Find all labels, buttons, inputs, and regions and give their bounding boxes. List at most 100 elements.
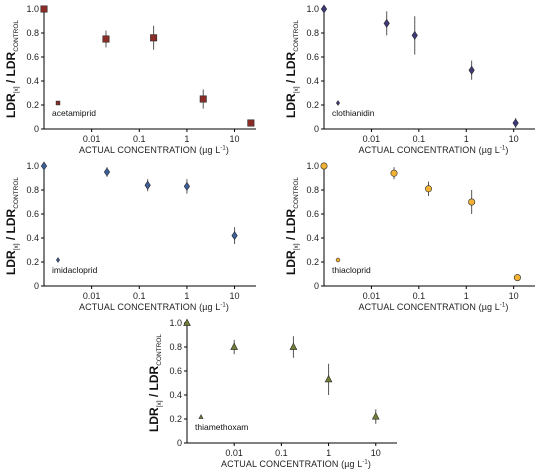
- x-axis-label-main: ACTUAL CONCENTRATION (: [359, 302, 482, 312]
- data-point: [425, 185, 433, 193]
- y-tick-label: 0.6: [26, 209, 39, 219]
- y-axis-label-main: LDR: [4, 250, 18, 275]
- y-tick-label: 0.2: [169, 414, 182, 424]
- legend-label: acetamiprid: [52, 108, 96, 118]
- x-tick-label: 0.1: [413, 291, 426, 301]
- data-point: [324, 374, 333, 383]
- y-axis-label-sub-control: CONTROL: [293, 20, 300, 52]
- x-axis-label-exponent: -1: [220, 303, 226, 309]
- x-tick-label: 10: [509, 291, 519, 301]
- data-point: [183, 181, 191, 191]
- data-point: [512, 118, 519, 128]
- y-axis-label-divider: / LDR: [4, 51, 18, 86]
- x-tick-label: 0.1: [133, 134, 146, 144]
- data-point: [320, 4, 328, 14]
- data-point: [40, 5, 48, 13]
- x-tick-label: 0.01: [83, 291, 101, 301]
- data-point: [247, 119, 255, 127]
- x-axis-label-unit: µg L: [482, 302, 500, 312]
- x-axis-label-close: ): [368, 459, 371, 469]
- data-point: [468, 198, 476, 206]
- y-tick-label: 0.8: [169, 342, 182, 352]
- x-axis-label: ACTUAL CONCENTRATION (µg L-1): [359, 302, 509, 312]
- data-point: [103, 167, 111, 177]
- y-tick-label: 0.8: [26, 28, 39, 38]
- legend-marker: [335, 257, 341, 263]
- y-axis-label-main: LDR: [4, 93, 18, 118]
- data-point: [411, 30, 418, 40]
- y-tick-label: 0.4: [26, 76, 39, 86]
- legend-marker: [56, 257, 60, 263]
- x-tick-label: 0.1: [275, 448, 288, 458]
- y-axis-label-divider: / LDR: [284, 51, 298, 86]
- legend-label: clothianidin: [332, 108, 375, 118]
- legend-marker: [198, 414, 204, 419]
- data-point: [390, 169, 398, 177]
- y-axis-label-sub-control: CONTROL: [13, 177, 20, 209]
- y-axis-label-sub-x: [x]: [293, 86, 300, 93]
- y-tick-label: 0: [314, 124, 319, 134]
- x-axis-label-exponent: -1: [362, 460, 368, 466]
- x-axis-label-unit: µg L: [202, 145, 220, 155]
- y-tick-label: 0.8: [26, 185, 39, 195]
- legend-label: thiamethoxam: [195, 422, 248, 432]
- legend-label: thiacloprid: [332, 265, 371, 275]
- y-axis-label: LDR[x] / LDRCONTROL: [284, 177, 300, 275]
- y-axis-label-divider: / LDR: [4, 208, 18, 243]
- y-axis-label: LDR[x] / LDRCONTROL: [4, 177, 20, 275]
- y-tick-label: 0: [34, 124, 39, 134]
- y-tick-label: 0.6: [306, 209, 319, 219]
- legend-marker: [55, 100, 61, 106]
- data-point: [199, 95, 207, 103]
- data-point: [102, 35, 110, 43]
- x-axis-label-exponent: -1: [500, 146, 506, 152]
- x-axis-label-main: ACTUAL CONCENTRATION (: [79, 145, 202, 155]
- x-tick-label: 10: [371, 448, 381, 458]
- x-axis-label-close: ): [226, 145, 229, 155]
- x-axis-label: ACTUAL CONCENTRATION (µg L-1): [221, 459, 371, 469]
- x-axis-label-main: ACTUAL CONCENTRATION (: [221, 459, 344, 469]
- y-tick-label: 0.8: [306, 28, 319, 38]
- data-point: [383, 18, 390, 28]
- data-point: [150, 34, 158, 42]
- x-tick-label: 10: [230, 291, 240, 301]
- x-axis-label-main: ACTUAL CONCENTRATION (: [359, 145, 482, 155]
- data-point: [468, 65, 475, 75]
- x-tick-label: 1: [464, 134, 469, 144]
- legend-label: imidacloprid: [52, 265, 98, 275]
- y-axis-label-main: LDR: [284, 250, 298, 275]
- y-tick-label: 1.0: [169, 318, 182, 328]
- y-tick-label: 1.0: [26, 161, 39, 171]
- y-tick-label: 0.2: [26, 257, 39, 267]
- x-axis-label-unit: µg L: [344, 459, 362, 469]
- y-tick-label: 0.4: [169, 390, 182, 400]
- y-tick-label: 0.2: [26, 100, 39, 110]
- y-tick-label: 0: [314, 281, 319, 291]
- y-tick-label: 0: [34, 281, 39, 291]
- y-tick-label: 0.6: [26, 52, 39, 62]
- y-axis-label-main: LDR: [284, 93, 298, 118]
- data-point: [40, 161, 48, 171]
- x-axis-label-exponent: -1: [220, 146, 226, 152]
- legend-marker: [336, 100, 340, 106]
- y-axis-label-sub-x: [x]: [293, 243, 300, 250]
- y-tick-label: 0.4: [306, 233, 319, 243]
- y-axis-label-sub-x: [x]: [13, 86, 20, 93]
- x-axis-label-close: ): [505, 302, 508, 312]
- y-tick-label: 0.8: [306, 185, 319, 195]
- data-point: [289, 342, 298, 350]
- y-axis-label: LDR[x] / LDRCONTROL: [147, 334, 163, 432]
- y-tick-label: 0.2: [306, 100, 319, 110]
- y-tick-label: 0.4: [306, 76, 319, 86]
- x-axis-label-main: ACTUAL CONCENTRATION (: [79, 302, 202, 312]
- y-tick-label: 0.6: [169, 366, 182, 376]
- y-axis-label-divider: / LDR: [147, 365, 161, 400]
- x-tick-label: 0.01: [225, 448, 243, 458]
- data-point: [230, 342, 239, 350]
- x-axis-label: ACTUAL CONCENTRATION (µg L-1): [79, 145, 229, 155]
- y-axis-label: LDR[x] / LDRCONTROL: [4, 20, 20, 118]
